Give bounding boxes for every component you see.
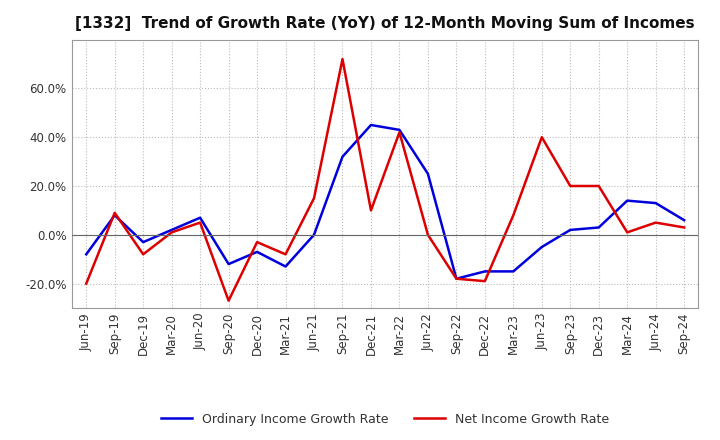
Net Income Growth Rate — [595, 183, 603, 189]
Net Income Growth Rate — [310, 195, 318, 201]
Ordinary Income Growth Rate — [480, 269, 489, 274]
Ordinary Income Growth Rate — [509, 269, 518, 274]
Ordinary Income Growth Rate — [110, 213, 119, 218]
Ordinary Income Growth Rate — [680, 217, 688, 223]
Net Income Growth Rate — [680, 225, 688, 230]
Ordinary Income Growth Rate — [366, 122, 375, 128]
Ordinary Income Growth Rate — [566, 227, 575, 233]
Net Income Growth Rate — [566, 183, 575, 189]
Net Income Growth Rate — [282, 252, 290, 257]
Ordinary Income Growth Rate — [282, 264, 290, 269]
Ordinary Income Growth Rate — [452, 276, 461, 281]
Ordinary Income Growth Rate — [652, 201, 660, 206]
Net Income Growth Rate — [167, 230, 176, 235]
Ordinary Income Growth Rate — [167, 227, 176, 233]
Ordinary Income Growth Rate — [595, 225, 603, 230]
Ordinary Income Growth Rate — [139, 239, 148, 245]
Net Income Growth Rate — [423, 232, 432, 238]
Net Income Growth Rate — [225, 298, 233, 303]
Ordinary Income Growth Rate — [537, 244, 546, 249]
Ordinary Income Growth Rate — [196, 215, 204, 220]
Net Income Growth Rate — [366, 208, 375, 213]
Ordinary Income Growth Rate — [395, 127, 404, 132]
Title: [1332]  Trend of Growth Rate (YoY) of 12-Month Moving Sum of Incomes: [1332] Trend of Growth Rate (YoY) of 12-… — [76, 16, 695, 32]
Ordinary Income Growth Rate — [225, 261, 233, 267]
Net Income Growth Rate — [537, 135, 546, 140]
Net Income Growth Rate — [395, 130, 404, 135]
Net Income Growth Rate — [196, 220, 204, 225]
Line: Ordinary Income Growth Rate: Ordinary Income Growth Rate — [86, 125, 684, 279]
Net Income Growth Rate — [452, 276, 461, 281]
Net Income Growth Rate — [253, 239, 261, 245]
Ordinary Income Growth Rate — [423, 171, 432, 176]
Net Income Growth Rate — [110, 210, 119, 216]
Ordinary Income Growth Rate — [310, 232, 318, 238]
Net Income Growth Rate — [139, 252, 148, 257]
Ordinary Income Growth Rate — [338, 154, 347, 159]
Ordinary Income Growth Rate — [623, 198, 631, 203]
Line: Net Income Growth Rate: Net Income Growth Rate — [86, 59, 684, 301]
Net Income Growth Rate — [509, 213, 518, 218]
Net Income Growth Rate — [623, 230, 631, 235]
Net Income Growth Rate — [338, 56, 347, 62]
Legend: Ordinary Income Growth Rate, Net Income Growth Rate: Ordinary Income Growth Rate, Net Income … — [156, 407, 614, 431]
Ordinary Income Growth Rate — [253, 249, 261, 254]
Net Income Growth Rate — [82, 281, 91, 286]
Ordinary Income Growth Rate — [82, 252, 91, 257]
Net Income Growth Rate — [652, 220, 660, 225]
Net Income Growth Rate — [480, 279, 489, 284]
